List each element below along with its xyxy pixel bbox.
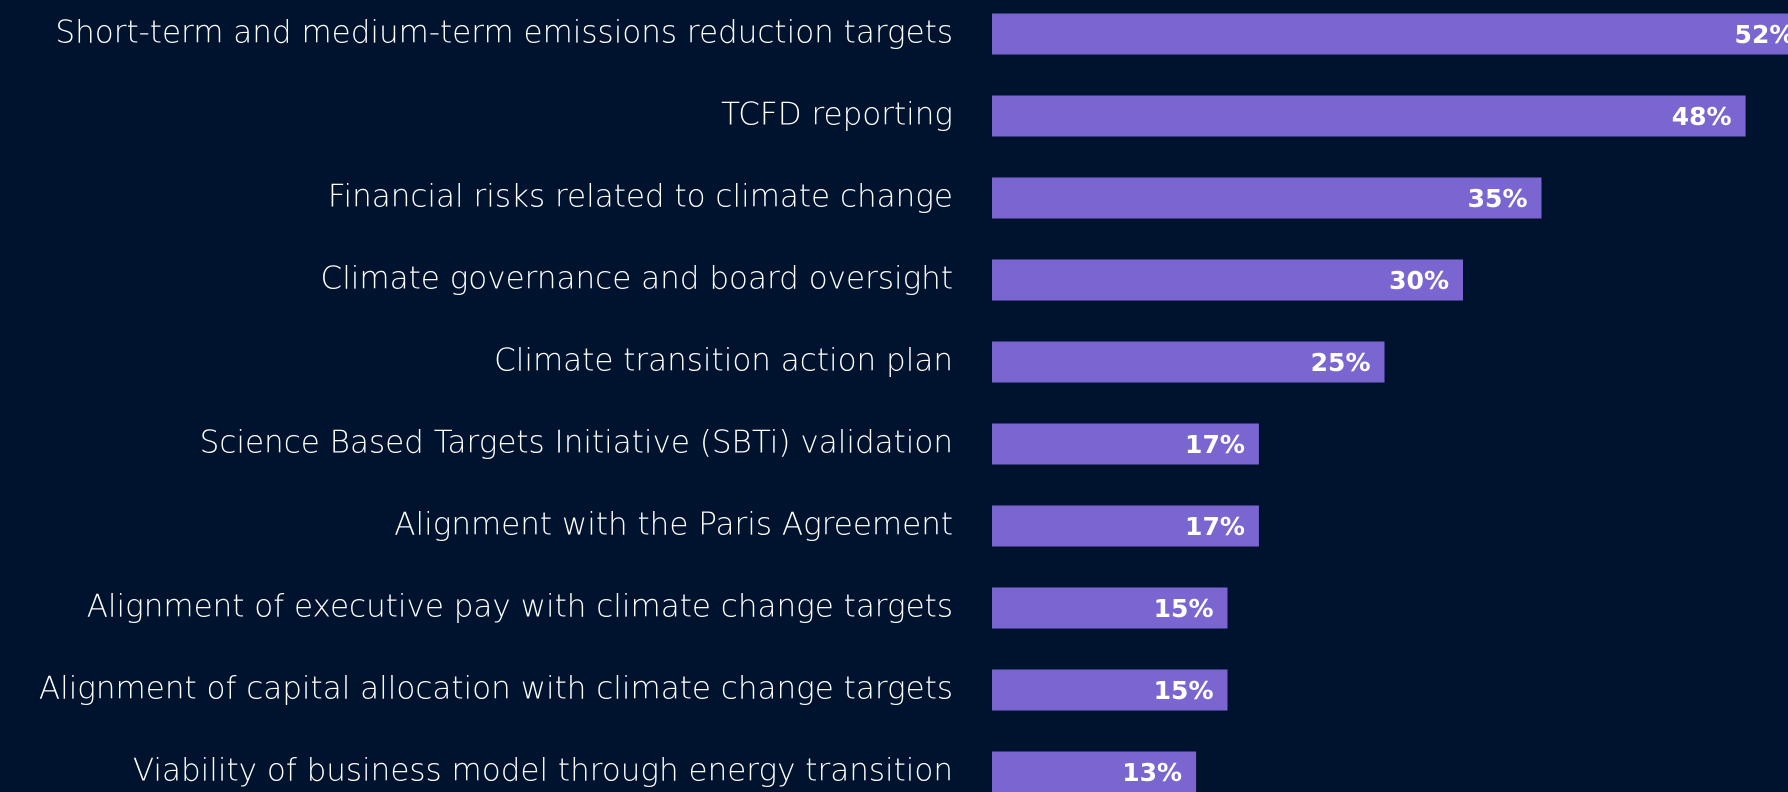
bar — [992, 13, 1788, 55]
value-label: 17% — [1185, 512, 1245, 541]
value-label: 52% — [1735, 20, 1788, 49]
category-label: Alignment of capital allocation with cli… — [39, 671, 953, 707]
category-label: TCFD reporting — [721, 97, 953, 133]
bar — [992, 341, 1385, 383]
value-label: 15% — [1154, 676, 1214, 705]
category-label: Science Based Targets Initiative (SBTi) … — [200, 425, 953, 461]
value-label: 30% — [1389, 266, 1449, 295]
value-label: 13% — [1122, 758, 1182, 787]
category-label: Alignment of executive pay with climate … — [87, 589, 953, 625]
value-label: 15% — [1154, 594, 1214, 623]
bar — [992, 669, 1228, 711]
bar — [992, 505, 1259, 547]
bar — [992, 95, 1746, 137]
bar — [992, 259, 1463, 301]
bar — [992, 587, 1228, 629]
bar — [992, 751, 1197, 792]
value-label: 48% — [1672, 102, 1732, 131]
value-label: 25% — [1311, 348, 1371, 377]
bar — [992, 423, 1259, 465]
category-label: Short-term and medium-term emissions red… — [55, 15, 953, 51]
category-label: Alignment with the Paris Agreement — [394, 507, 953, 543]
category-label: Financial risks related to climate chang… — [328, 179, 953, 215]
bar — [992, 177, 1542, 219]
category-label: Viability of business model through ener… — [133, 753, 953, 789]
value-label: 17% — [1185, 430, 1245, 459]
category-label: Climate governance and board oversight — [321, 261, 953, 297]
value-label: 35% — [1468, 184, 1528, 213]
category-label: Climate transition action plan — [494, 343, 953, 379]
